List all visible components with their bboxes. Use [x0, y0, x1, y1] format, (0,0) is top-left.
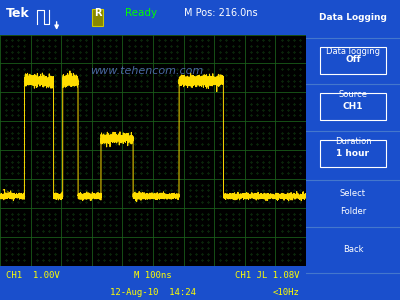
- Text: M 100ns: M 100ns: [134, 271, 172, 280]
- Bar: [92, 9, 104, 26]
- Bar: [320, 93, 386, 120]
- Text: Folder: Folder: [340, 207, 366, 216]
- Text: Data Logging: Data Logging: [319, 14, 387, 22]
- Bar: [320, 140, 386, 166]
- Text: Tek: Tek: [6, 7, 30, 20]
- Text: Back: Back: [343, 244, 363, 253]
- Text: <10Hz: <10Hz: [273, 288, 300, 297]
- Text: 1+: 1+: [2, 189, 11, 198]
- Text: Select: Select: [340, 189, 366, 198]
- Text: R: R: [94, 8, 101, 18]
- Text: Source: Source: [338, 90, 368, 99]
- Text: www.tehencom.com: www.tehencom.com: [90, 67, 204, 76]
- Text: Duration: Duration: [335, 136, 371, 146]
- Text: Data logging: Data logging: [326, 46, 380, 56]
- Text: CH1  1.00V: CH1 1.00V: [6, 271, 60, 280]
- Text: Off: Off: [345, 56, 361, 64]
- Text: Ready: Ready: [126, 8, 158, 18]
- Text: 1 hour: 1 hour: [336, 148, 370, 158]
- Text: 12-Aug-10  14:24: 12-Aug-10 14:24: [110, 288, 196, 297]
- Text: CH1: CH1: [343, 102, 363, 111]
- Bar: [320, 46, 386, 74]
- Text: CH1 JL 1.08V: CH1 JL 1.08V: [235, 271, 300, 280]
- Text: M Pos: 216.0ns: M Pos: 216.0ns: [184, 8, 257, 18]
